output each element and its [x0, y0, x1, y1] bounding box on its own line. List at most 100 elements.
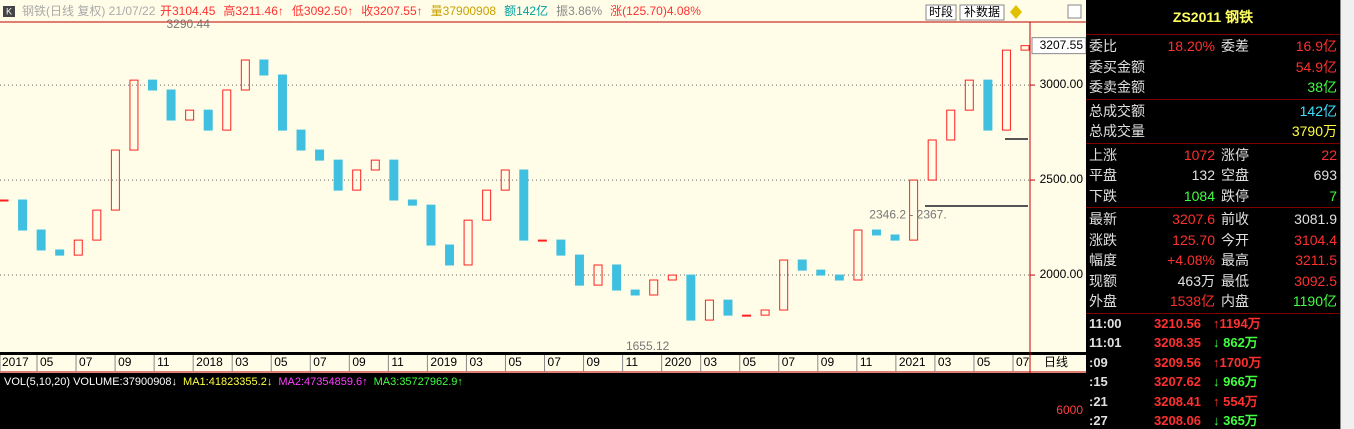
stat-row: 委买金额 54.9亿 [1086, 57, 1340, 78]
last-price-box [1031, 37, 1086, 55]
stat-value: 1084 [1183, 187, 1215, 204]
stat-row: 涨跌 125.70 今开 3104.4 [1086, 230, 1340, 251]
date-label: 07 [548, 355, 562, 369]
volume-legend: VOL(5,10,20) VOLUME:37900908↓ [4, 376, 177, 388]
button-text[interactable]: 时段 [929, 4, 953, 19]
stat-label: 空盘 [1221, 167, 1249, 183]
trade-volume: ↓ 862万 [1213, 335, 1258, 350]
candle [686, 274, 696, 321]
stat-label: 前收 [1221, 211, 1249, 227]
button-text[interactable]: 补数据 [964, 4, 1000, 19]
header-item: 低3092.50↑ [292, 4, 353, 18]
candle [742, 314, 752, 317]
candle [1001, 49, 1011, 131]
candle [148, 79, 158, 91]
candle [946, 109, 956, 141]
date-label: 09 [587, 355, 601, 369]
stat-label: 幅度 [1089, 252, 1117, 268]
trade-time: :09 [1089, 354, 1108, 370]
stat-row: 总成交量 3790万 [1086, 121, 1340, 142]
stat-value: 7 [1329, 187, 1337, 204]
stat-value: 18.20% [1167, 38, 1215, 54]
alert-icon[interactable] [1010, 5, 1022, 19]
annotation: 1655.12 [626, 339, 670, 353]
panel-section: 委比 18.20% 委差 16.9亿 委买金额 54.9亿 委卖金额 38亿 [1086, 35, 1340, 100]
candle [871, 229, 881, 236]
date-label: 05 [743, 355, 757, 369]
stat-row: 总成交额 142亿 [1086, 101, 1340, 122]
candle [964, 79, 974, 111]
date-label: 2018 [196, 355, 223, 369]
volume-legend: MA3:35727962.9↑ [374, 376, 463, 388]
candle [203, 109, 213, 131]
stat-label: 委差 [1221, 38, 1249, 54]
date-label: 2017 [2, 355, 29, 369]
stat-value: 3207.6 [1172, 211, 1215, 227]
volume-legend: MA2:47354859.6↑ [278, 376, 367, 388]
candle [482, 189, 492, 221]
header-item: 额142亿 [504, 3, 548, 18]
candle [649, 279, 659, 296]
candle [370, 159, 380, 171]
candle [445, 244, 455, 266]
stat-label: 最低 [1221, 272, 1249, 289]
annotation: 3290.44 [167, 17, 211, 31]
stat-label: 跌停 [1221, 187, 1249, 204]
candle [333, 159, 343, 191]
stat-value: +4.08% [1167, 252, 1215, 268]
header-title: 钢铁(日线 复权) 21/07/22 [22, 4, 156, 18]
y-tick-label: 3000.00 [1040, 77, 1084, 91]
trade-time: 11:01 [1089, 335, 1122, 350]
date-label: 2021 [899, 355, 926, 369]
candle [723, 299, 733, 316]
stat-value: 142亿 [1299, 102, 1337, 119]
stat-value: 1072 [1183, 146, 1215, 163]
stat-label: 总成交额 [1089, 102, 1145, 119]
stat-value: 54.9亿 [1295, 58, 1337, 75]
stat-label: 涨跌 [1089, 231, 1117, 248]
panel-title: ZS2011 钢铁 [1086, 0, 1340, 35]
trade-time: :21 [1089, 393, 1108, 409]
candle [593, 264, 603, 286]
candle [463, 219, 473, 266]
last-price-label: 3207.55 [1040, 38, 1084, 52]
candle [556, 239, 566, 256]
panel-section: 总成交额 142亿总成交量 3790万 [1086, 100, 1340, 144]
stat-value: 3092.5 [1294, 272, 1337, 289]
stat-value: 132 [1191, 167, 1215, 183]
trade-volume: ↑1700万 [1213, 354, 1262, 370]
candle [890, 234, 900, 241]
y-tick-label: 2000.00 [1040, 267, 1084, 281]
date-label: 05 [40, 355, 54, 369]
candle [166, 89, 176, 121]
candle [110, 149, 120, 211]
candle [185, 109, 195, 121]
stat-label: 上涨 [1089, 146, 1117, 163]
stat-label: 委卖金额 [1089, 79, 1145, 95]
header-item: 高3211.46↑ [223, 3, 284, 18]
code-box [3, 6, 15, 17]
button[interactable] [925, 4, 957, 21]
candle [704, 299, 714, 321]
expand-button[interactable] [1067, 4, 1082, 19]
annotation: 2346.2 - 2367. [869, 207, 946, 221]
stat-row: 幅度 +4.08% 最高 3211.5 [1086, 250, 1340, 271]
candle [1020, 45, 1030, 51]
date-label: 03 [235, 355, 249, 369]
candle [667, 274, 677, 281]
stat-value: 3211.5 [1295, 252, 1337, 268]
panel-section: 上涨 1072 涨停 22 平盘 132 空盘 693 下跌 1084 跌停 7 [1086, 144, 1340, 208]
stat-value: 3104.4 [1294, 231, 1337, 248]
trade-row: :21 3208.41 ↑ 554万 [1086, 392, 1340, 412]
candle [760, 309, 770, 316]
candle [315, 149, 325, 161]
candle [797, 259, 807, 271]
stat-label: 总成交量 [1089, 123, 1145, 139]
axis-band [0, 352, 1086, 355]
candle [296, 129, 306, 151]
trade-price: 3210.56 [1154, 315, 1201, 331]
button[interactable] [959, 4, 1005, 21]
candle [816, 269, 826, 276]
stat-label: 内盘 [1221, 293, 1249, 309]
stat-label: 最高 [1221, 252, 1249, 268]
